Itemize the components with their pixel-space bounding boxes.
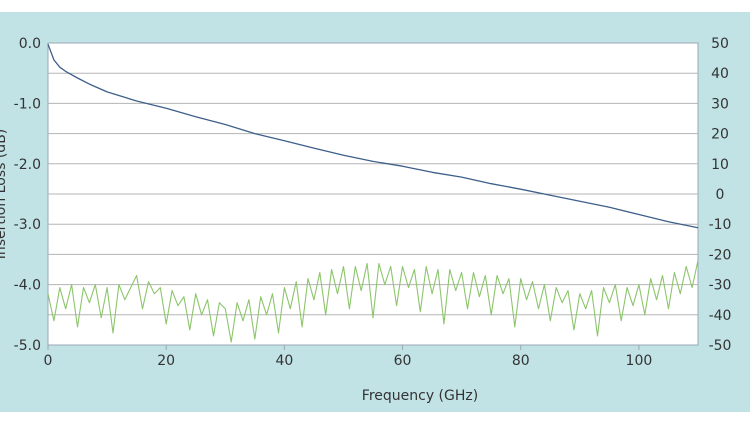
- y-right-tick-label: -40: [709, 308, 732, 324]
- return-loss-line: [47, 260, 699, 343]
- insertion-loss-line: [47, 43, 699, 229]
- y-right-tick-label: 20: [711, 127, 729, 143]
- y-left-tick-label: -4.0: [14, 278, 41, 294]
- y-left-tick-label: -2.0: [14, 157, 41, 173]
- y-left-axis-label: Insertion Loss (dB): [0, 129, 9, 260]
- y-right-ticks: 50 40 30 20 10 0 -10 -20 -30 -40 -50: [709, 36, 732, 354]
- y-right-tick-label: 50: [711, 36, 729, 52]
- y-right-tick-label: 40: [711, 66, 729, 82]
- y-right-tick-label: -50: [709, 338, 732, 354]
- y-right-tick-label: -30: [709, 278, 732, 294]
- x-tick-label: 40: [275, 353, 293, 369]
- grid: [48, 72, 698, 316]
- x-axis-label: Frequency (GHz): [362, 388, 478, 404]
- y-right-tick-label: 10: [711, 157, 729, 173]
- y-left-tick-label: -1.0: [14, 96, 41, 112]
- x-tick-label: 80: [512, 353, 530, 369]
- y-left-tick-label: -5.0: [14, 338, 41, 354]
- y-left-tick-label: -3.0: [14, 217, 41, 233]
- y-left-tick-label: 0.0: [19, 36, 41, 52]
- x-tick-label: 20: [157, 353, 175, 369]
- y-left-ticks: 0.0 -1.0 -2.0 -3.0 -4.0 -5.0: [14, 36, 41, 354]
- x-tick-label: 0: [44, 353, 53, 369]
- y-right-tick-label: 30: [711, 96, 729, 112]
- y-right-tick-label: 0: [716, 187, 725, 203]
- y-right-tick-label: -10: [709, 217, 732, 233]
- y-right-tick-label: -20: [709, 247, 732, 263]
- series-group: [47, 43, 699, 343]
- x-tick-label: 60: [394, 353, 412, 369]
- x-ticks: 0 20 40 60 80 100: [44, 345, 653, 369]
- x-tick-label: 100: [626, 353, 653, 369]
